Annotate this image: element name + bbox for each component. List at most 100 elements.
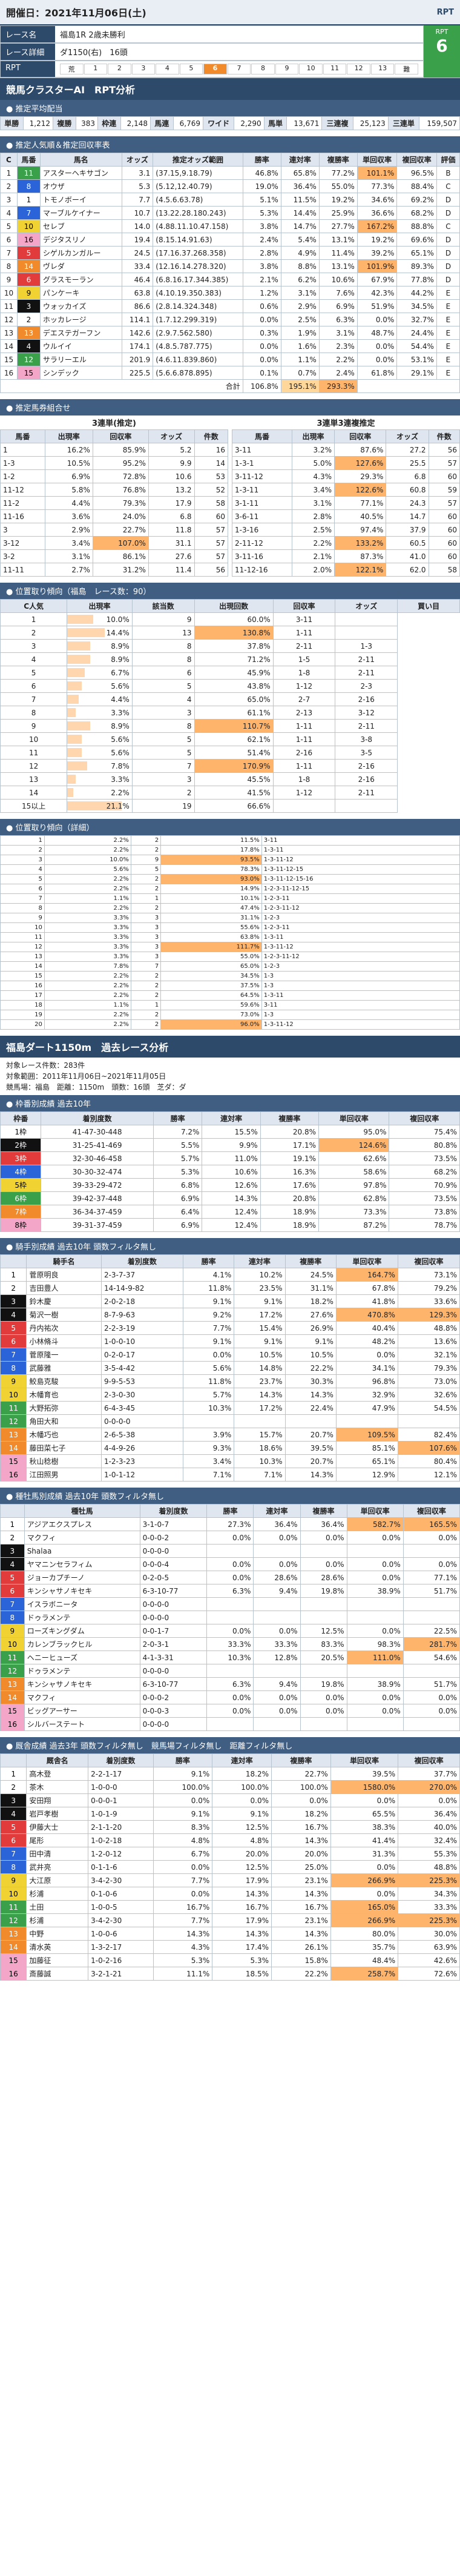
- column-header: 複回収率: [396, 153, 437, 167]
- show-rate: 13.1%: [318, 259, 358, 273]
- jockey-cell: 15: [0, 1454, 27, 1468]
- detail-cell: 31.1%: [160, 913, 262, 923]
- sire-cell: 6.3%: [206, 1677, 254, 1691]
- column-header: 勝率: [153, 1753, 213, 1767]
- column-header: 連対率: [212, 1753, 272, 1767]
- pattern-cell: 14.7: [386, 509, 429, 523]
- grade-cell: E: [436, 339, 460, 353]
- trainer-cell: 270.0%: [398, 1780, 460, 1794]
- sire-cell: 19.8%: [300, 1584, 347, 1598]
- jockey-cell: [182, 1414, 235, 1428]
- table-row: 14 清水英 1-3-2-17 4.3% 17.4% 26.1% 35.7% 63.9%: [0, 1940, 460, 1954]
- table-row: 16 斎藤誠 3-2-1-21 11.1% 18.5% 22.2% 258.7% 72.6%: [0, 1967, 460, 1981]
- trainer-cell: 100.0%: [212, 1780, 272, 1794]
- column-header: 馬番: [0, 429, 45, 443]
- detail-cell: 1-3-11: [261, 845, 460, 855]
- trainer-cell: 11.1%: [153, 1967, 213, 1981]
- table-row: 9 8.9% 8 110.7% 1-11 2-11: [0, 719, 460, 733]
- sire-cell: 38.9%: [346, 1584, 404, 1598]
- jockey-cell: 17.2%: [234, 1401, 286, 1415]
- table-row: 1 10.0% 9 60.0% 3-11: [0, 612, 460, 626]
- show-rate: 6.9%: [318, 299, 358, 313]
- popularity-cell: 9: [0, 719, 68, 733]
- win-return: 42.3%: [356, 286, 398, 300]
- return-cell: 37.8%: [194, 639, 274, 653]
- trainer-cell: 6.7%: [153, 1847, 213, 1861]
- column-header: オッズ: [121, 153, 154, 167]
- trainer-cell: 0.0%: [153, 1793, 213, 1807]
- column-header: 複勝率: [260, 1111, 319, 1125]
- popularity-cell: 14: [0, 786, 68, 800]
- show-return: 53.1%: [396, 353, 437, 366]
- odds-range-cell: (5.12,12.40.79): [153, 179, 243, 193]
- rate-text: 2.2%: [111, 788, 130, 797]
- pattern-cell: 6.8: [386, 469, 429, 483]
- column-header: 枠番: [0, 1111, 42, 1125]
- sire-cell: 5: [0, 1571, 25, 1584]
- jockey-cell: 4.1%: [182, 1268, 235, 1282]
- trainer-cell: 14.3%: [153, 1927, 213, 1941]
- column-header: 連対率: [253, 1504, 301, 1518]
- trainer-cell: 1-0-0-0: [88, 1780, 154, 1794]
- sire-cell: [206, 1597, 254, 1611]
- detail-cell: 1-3: [261, 981, 460, 991]
- show-return: 69.6%: [396, 233, 437, 247]
- sire-cell: 0.0%: [206, 1704, 254, 1718]
- jockey-cell: 菅原隆一: [26, 1348, 102, 1362]
- trainer-cell: 34.3%: [398, 1887, 460, 1901]
- table-row: 3 2.9% 22.7% 11.8 57: [0, 523, 228, 537]
- show-return: 68.2%: [396, 206, 437, 220]
- appearance-rate: 14.4%: [67, 626, 133, 640]
- win-return: 101.9%: [356, 259, 398, 273]
- jockey-cell: 9.1%: [234, 1334, 286, 1348]
- jockey-cell: 107.6%: [397, 1441, 460, 1455]
- rate-bar: [67, 748, 82, 757]
- column-header: 件数: [428, 429, 460, 443]
- table-row: 10 カレンブラックヒル 2-0-3-1 33.3% 33.3% 83.3% 98.3% 28…: [0, 1637, 460, 1651]
- table-row: 11-11 2.7% 31.2% 11.4 56: [0, 563, 228, 577]
- jockey-cell: 2-6-5-38: [100, 1428, 183, 1442]
- trainer-cell: 3-2-1-21: [88, 1967, 154, 1981]
- odds-range-cell: (2.8.14.324.348): [153, 299, 243, 313]
- sire-cell: 0.0%: [300, 1557, 347, 1571]
- table-row: 2 マクフィ 0-0-0-2 0.0% 0.0% 0.0% 0.0% 0.0%: [0, 1531, 460, 1545]
- bet-cell: 2-11: [335, 719, 398, 733]
- position-detail-head: ● 位置取り傾向（詳細）: [0, 819, 460, 835]
- frame-cell: 73.5%: [389, 1191, 460, 1205]
- table-row: 3 安田翔 0-0-0-1 0.0% 0.0% 0.0% 0.0% 0.0%: [0, 1793, 460, 1807]
- sire-cell: 3: [0, 1544, 25, 1558]
- trainer-cell: 5: [0, 1820, 27, 1834]
- table-row: 5 10 セレブ 14.0 (4.88.11.10.47.158) 3.8% 14.7% 27…: [0, 219, 460, 233]
- course-meta-cond: 競馬場：福島 距離：1150m 頭数：16頭 芝ダ：ダ: [6, 1083, 186, 1091]
- detail-cell: 111.7%: [160, 942, 262, 952]
- sire-cell: 28.6%: [300, 1571, 347, 1584]
- rank-cell: 7: [0, 246, 18, 260]
- table-row: 5枠 39-33-29-472 6.8% 12.6% 17.6% 97.8% 70.9%: [0, 1178, 460, 1192]
- win-return: 34.6%: [356, 193, 398, 207]
- table-row: 14 4 ウルイイ 174.1 (4.8.5.787.775) 0.0% 1.6% 2.3% 0…: [0, 339, 460, 353]
- table-row: 4 7 マーブルケイナー 10.7 (13.22.28.180.243) 5.3% 14.4…: [0, 206, 460, 220]
- payout-value: 25,123: [352, 116, 389, 130]
- table-row: 9 3.3% 3 31.1% 1-2-3: [0, 913, 460, 923]
- jockey-cell: 3-5-4-42: [100, 1361, 183, 1375]
- payout-value: 13,671: [286, 116, 323, 130]
- detail-cell: 12: [0, 942, 45, 952]
- sire-cell: 19.8%: [300, 1677, 347, 1691]
- detail-cell: 3.3%: [44, 942, 131, 952]
- horse-name: セレブ: [39, 219, 122, 233]
- column-header: 勝率: [242, 153, 281, 167]
- jockey-cell: 32.6%: [397, 1388, 460, 1402]
- payout-label: 枠連: [97, 116, 121, 130]
- table-row: 4 菊沢一樹 8-7-9-63 9.2% 17.2% 27.6% 470.8% 129.3%: [0, 1308, 460, 1322]
- trainer-cell: 14: [0, 1940, 27, 1954]
- odds-range-cell: (5.6.6.878.895): [153, 366, 243, 380]
- bet-cell: 1-8: [272, 666, 336, 680]
- rate-bar: [67, 668, 85, 677]
- race-info-panel: レース名 福島1R 2歳未勝利 レース詳細 ダ1150(右) 16頭 RPT 荒 1 2 3…: [0, 25, 460, 78]
- table-row: 16 2.2% 2 37.5% 1-3: [0, 981, 460, 991]
- table-row: 13 キンシャサノキセキ 6-3-10-77 6.3% 9.4% 19.8% 38.9% 51…: [0, 1677, 460, 1691]
- rate-text: 21.1%: [106, 801, 130, 810]
- odds-cell: 225.5: [121, 366, 154, 380]
- jockey-cell: 鮫島克駿: [26, 1374, 102, 1388]
- count-cell: 5: [131, 746, 195, 760]
